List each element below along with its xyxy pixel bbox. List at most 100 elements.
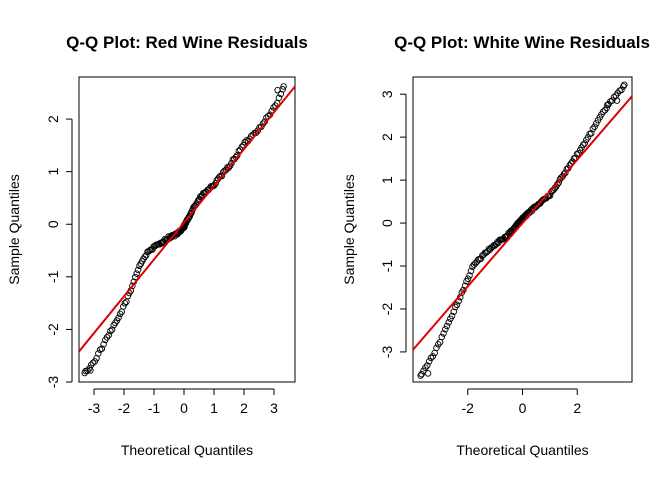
- red-data-point: [129, 282, 136, 290]
- red-data-point: [280, 83, 287, 90]
- red-data-point: [115, 314, 122, 321]
- red-x-tick-label: 1: [210, 400, 218, 416]
- white-data-point: [620, 83, 627, 90]
- white-data-point: [593, 120, 600, 127]
- red-data-point: [120, 303, 127, 310]
- white-data-point: [438, 333, 446, 341]
- red-data-point: [108, 326, 116, 333]
- white-data-point: [604, 101, 611, 109]
- red-data-point: [100, 341, 107, 348]
- red-x-tick-label: -1: [148, 400, 161, 416]
- white-data-point: [448, 312, 456, 320]
- white-data-point: [618, 86, 625, 94]
- red-y-tick-label: 2: [45, 115, 61, 123]
- red-points: [81, 83, 287, 377]
- white-data-point: [560, 170, 568, 178]
- white-y-tick-label: 3: [379, 90, 395, 98]
- white-data-point: [442, 325, 449, 333]
- white-data-point: [588, 130, 595, 137]
- white-data-point: [467, 267, 475, 275]
- white-data-point: [464, 275, 472, 283]
- white-data-point: [591, 123, 598, 130]
- red-data-point: [91, 358, 99, 365]
- red-data-point: [134, 266, 142, 274]
- red-data-point: [158, 240, 165, 247]
- white-y-tick-label: -2: [379, 303, 395, 316]
- red-data-point: [103, 334, 111, 341]
- red-data-point: [218, 172, 226, 180]
- white-y-tick-label: 0: [379, 219, 395, 227]
- white-data-point: [562, 169, 569, 177]
- white-data-point: [424, 370, 432, 377]
- white-data-point: [584, 134, 592, 141]
- red-data-point: [95, 350, 102, 357]
- white-qq-panel: Q-Q Plot: White Wine Residuals -2 0 2 -3 -2 -1…: [341, 33, 650, 458]
- white-x-axis-label: Theoretical Quantiles: [456, 442, 588, 458]
- red-y-tick-label: -3: [45, 376, 61, 389]
- red-data-point: [81, 369, 88, 377]
- red-data-point: [270, 104, 277, 111]
- red-x-tick-label: 2: [240, 400, 248, 416]
- red-data-point: [87, 367, 94, 374]
- white-x-tick-label: 0: [519, 400, 527, 416]
- white-data-point: [589, 125, 597, 133]
- white-data-point: [422, 364, 429, 371]
- white-data-point: [579, 141, 587, 149]
- red-data-point: [96, 346, 104, 353]
- red-x-axis-label: Theoretical Quantiles: [121, 442, 253, 458]
- white-reference-line: [413, 95, 632, 351]
- white-data-point: [453, 301, 461, 309]
- red-data-point: [225, 164, 232, 171]
- white-chart-title: Q-Q Plot: White Wine Residuals: [394, 33, 650, 52]
- red-x-tick-label: -3: [88, 400, 101, 416]
- red-data-point: [274, 86, 281, 94]
- white-data-point: [417, 372, 424, 379]
- red-reference-line: [79, 85, 295, 353]
- white-data-point: [424, 362, 431, 369]
- white-data-point: [435, 341, 442, 348]
- white-data-point: [608, 97, 616, 104]
- red-data-point: [131, 273, 139, 281]
- red-data-point: [241, 138, 249, 146]
- white-data-point: [599, 108, 607, 115]
- red-data-point: [105, 331, 112, 339]
- red-data-point: [123, 298, 130, 306]
- red-data-point: [98, 345, 106, 352]
- white-data-point: [603, 104, 610, 112]
- white-y-axis-label: Sample Quantiles: [341, 174, 357, 285]
- white-data-point: [443, 322, 451, 330]
- white-y-tick-label: 1: [379, 176, 395, 184]
- red-data-point: [89, 359, 97, 367]
- white-data-point: [466, 272, 473, 279]
- white-y-tick-label: -1: [379, 260, 395, 273]
- white-x-tick-label: -2: [462, 400, 475, 416]
- white-data-point: [621, 81, 628, 88]
- red-data-point: [133, 270, 140, 277]
- white-plot-frame: [412, 76, 633, 383]
- white-data-point: [418, 370, 425, 378]
- red-data-point: [275, 94, 283, 102]
- red-x-tick-label: -2: [118, 400, 131, 416]
- red-data-point: [121, 300, 129, 307]
- red-data-point: [107, 327, 114, 335]
- white-data-point: [452, 303, 459, 311]
- red-data-point: [141, 253, 149, 261]
- red-y-tick-label: -2: [45, 323, 61, 336]
- white-points: [417, 81, 628, 379]
- white-data-point: [440, 330, 447, 337]
- red-y-tick-label: 0: [45, 220, 61, 228]
- red-y-tick-label: -1: [45, 270, 61, 283]
- white-data-point: [445, 319, 452, 326]
- white-data-point: [429, 353, 437, 360]
- red-y-axis-label: Sample Quantiles: [6, 174, 22, 285]
- red-x-tick-label: 3: [270, 400, 278, 416]
- white-data-point: [613, 97, 621, 104]
- red-x-tick-label: 0: [180, 400, 188, 416]
- white-data-point: [581, 140, 589, 147]
- red-chart-title: Q-Q Plot: Red Wine Residuals: [66, 33, 308, 52]
- white-data-point: [425, 358, 433, 365]
- red-qq-panel: Q-Q Plot: Red Wine Residuals -3 -2 -1 0 1 2 3 -3…: [6, 33, 308, 458]
- white-y-tick-label: 2: [379, 133, 395, 141]
- white-data-point: [433, 344, 440, 352]
